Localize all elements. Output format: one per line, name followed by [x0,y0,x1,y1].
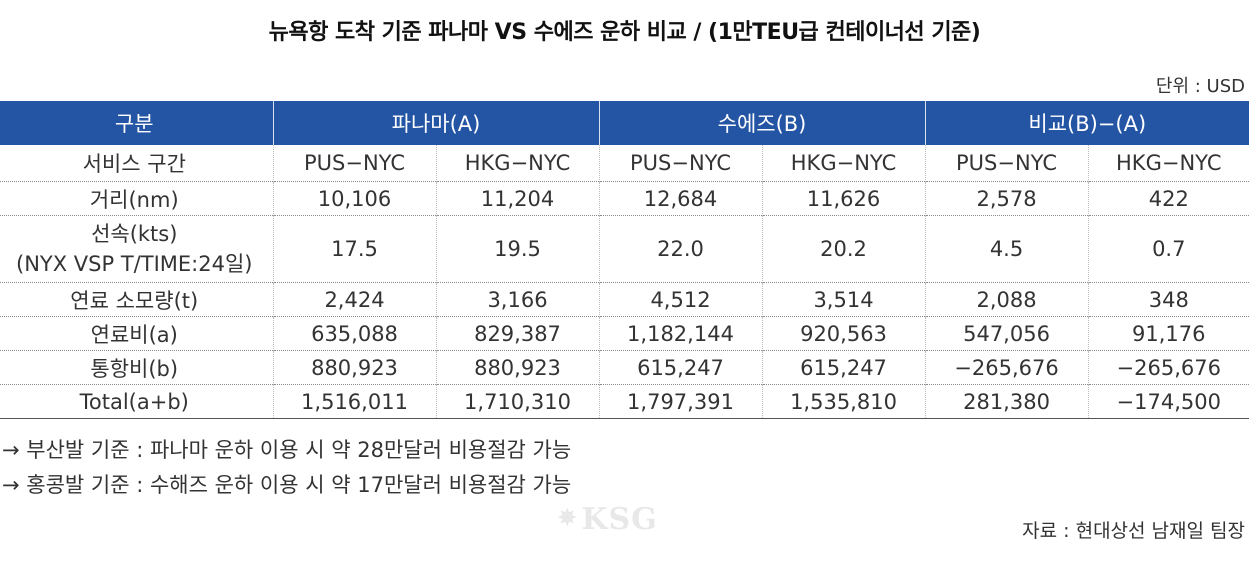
row-label: 통항비(b) [0,350,273,385]
row-label-line2: (NYX VSP T/TIME:24일) [16,252,253,276]
table-cell: 4,512 [598,282,762,317]
watermark-logo: ✵ KSG [558,502,658,537]
table-cell: 348 [1087,282,1249,317]
table-cell: 19.5 [435,215,599,283]
table-cell: 20.2 [761,215,926,283]
table-cell: −174,500 [1087,384,1249,419]
table-cell: 4.5 [924,215,1089,283]
note-hongkong: → 홍콩발 기준 : 수해즈 운하 이용 시 약 17만달러 비용절감 가능 [2,473,572,497]
table-cell: 12,684 [598,181,762,216]
table-cell: PUS−NYC [272,145,436,182]
row-label: Total(a+b) [0,384,273,419]
table-cell: 615,247 [761,350,926,385]
watermark-text: KSG [581,502,658,537]
table-row: 연료비(a) 635,088 829,387 1,182,144 920,563… [0,316,1249,351]
table-cell: 1,797,391 [598,384,762,419]
header-panama: 파나마(A) [272,101,599,145]
table-row: 연료 소모량(t) 2,424 3,166 4,512 3,514 2,088 … [0,282,1249,317]
table-cell: 10,106 [272,181,436,216]
ship-wheel-icon: ✵ [558,505,578,531]
row-label: 서비스 구간 [82,152,186,176]
table-cell: HKG−NYC [435,145,599,182]
table-subheader-row: 서비스 구간 PUS−NYC HKG−NYC PUS−NYC HKG−NYC P… [0,145,1249,182]
row-label: 연료 소모량(t) [0,282,273,317]
row-label: 선속(kts) (NYX VSP T/TIME:24일) [0,215,273,283]
table-header-row: 구분 파나마(A) 수에즈(B) 비교(B)−(A) [0,101,1249,145]
table-cell: HKG−NYC [1087,145,1249,182]
table-cell: PUS−NYC [598,145,762,182]
table-cell: HKG−NYC [761,145,926,182]
table-cell: 635,088 [272,316,436,351]
table-cell: 2,578 [924,181,1089,216]
note-busan: → 부산발 기준 : 파나마 운하 이용 시 약 28만달러 비용절감 가능 [2,438,572,462]
table-cell: 547,056 [924,316,1089,351]
table-row: 통항비(b) 880,923 880,923 615,247 615,247 −… [0,350,1249,385]
table-cell: 22.0 [598,215,762,283]
table-row: 선속(kts) (NYX VSP T/TIME:24일) 17.5 19.5 2… [0,215,1249,283]
header-category: 구분 [0,101,273,145]
table-cell: 0.7 [1087,215,1249,283]
unit-label: 단위 : USD [1155,76,1245,97]
table-cell: 1,182,144 [598,316,762,351]
page-title: 뉴욕항 도착 기준 파나마 VS 수에즈 운하 비교 / (1만TEU급 컨테이… [268,20,981,45]
comparison-table: 구분 파나마(A) 수에즈(B) 비교(B)−(A) 서비스 구간 PUS−NY… [0,101,1249,419]
table-cell: 3,166 [435,282,599,317]
table-cell: 1,516,011 [272,384,436,419]
table-cell: 17.5 [272,215,436,283]
source-credit: 자료 : 현대상선 남재일 팀장 [1022,520,1245,542]
row-label: 거리(nm) [0,181,273,216]
table-row: 거리(nm) 10,106 11,204 12,684 11,626 2,578… [0,181,1249,216]
table-cell: 920,563 [761,316,926,351]
table-cell: 880,923 [272,350,436,385]
row-label: 연료비(a) [0,316,273,351]
table-cell: 11,626 [761,181,926,216]
table-cell: 2,424 [272,282,436,317]
table-cell: PUS−NYC [924,145,1089,182]
table-cell: 422 [1087,181,1249,216]
table-cell: 281,380 [924,384,1089,419]
table-cell: 880,923 [435,350,599,385]
table-cell: −265,676 [924,350,1089,385]
table-cell: 829,387 [435,316,599,351]
header-compare: 비교(B)−(A) [924,101,1249,145]
table-row: Total(a+b) 1,516,011 1,710,310 1,797,391… [0,384,1249,419]
table-cell: 1,535,810 [761,384,926,419]
table-cell: 11,204 [435,181,599,216]
row-label-line1: 선속(kts) [91,222,178,246]
table-cell: 91,176 [1087,316,1249,351]
table-cell: 615,247 [598,350,762,385]
table-cell: −265,676 [1087,350,1249,385]
table-cell: 1,710,310 [435,384,599,419]
table-cell: 2,088 [924,282,1089,317]
table-cell: 3,514 [761,282,926,317]
header-suez: 수에즈(B) [598,101,926,145]
